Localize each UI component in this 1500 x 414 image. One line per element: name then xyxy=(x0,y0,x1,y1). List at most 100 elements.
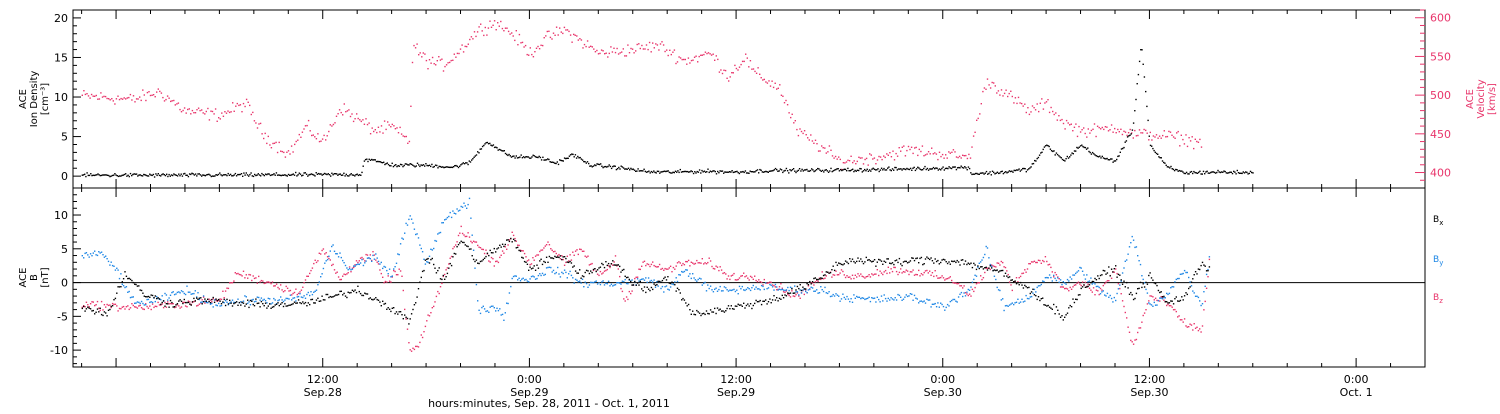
bottom-point-0-223 xyxy=(388,308,391,310)
top-point-1-344 xyxy=(614,51,617,54)
bottom-point-0-277 xyxy=(463,241,465,244)
top-point-0-855 xyxy=(1112,161,1114,163)
top-point-1-621 xyxy=(1044,102,1046,104)
bottom-point-2-647 xyxy=(973,290,975,293)
top-point-1-56 xyxy=(168,97,170,99)
top-point-1-113 xyxy=(256,127,259,129)
bottom-point-2-532 xyxy=(814,281,816,283)
top-point-0-895 xyxy=(1160,157,1162,159)
bottom-point-2-170 xyxy=(315,261,318,264)
top-point-1-640 xyxy=(1073,126,1076,128)
bottom-point-2-563 xyxy=(857,273,859,275)
top-point-0-299 xyxy=(442,166,444,168)
top-point-1-53 xyxy=(163,100,166,102)
bottom-point-0-634 xyxy=(955,261,957,264)
bottom-point-0-739 xyxy=(1099,274,1102,277)
top-point-1-590 xyxy=(996,92,998,94)
bottom-point-0-750 xyxy=(1115,265,1117,267)
bottom-point-1-170 xyxy=(315,289,318,291)
bottom-point-0-591 xyxy=(895,259,898,261)
bottom-point-2-66 xyxy=(172,303,174,305)
bottom-point-1-241 xyxy=(413,228,416,230)
bottom-point-0-177 xyxy=(325,293,327,296)
bottom-point-2-608 xyxy=(919,275,921,277)
top-point-1-48 xyxy=(156,91,158,93)
bottom-point-0-762 xyxy=(1131,294,1133,296)
bottom-point-0-4 xyxy=(87,306,89,308)
bottom-point-1-358 xyxy=(574,278,577,281)
top-point-0-309 xyxy=(454,165,456,167)
top-point-0-444 xyxy=(616,168,619,170)
top-point-0-515 xyxy=(702,171,704,173)
bottom-point-0-670 xyxy=(1004,272,1007,274)
bottom-point-0-266 xyxy=(448,267,450,269)
bottom-point-1-244 xyxy=(417,237,420,239)
top-left-ytick-label-4: 20 xyxy=(54,12,68,25)
top-point-0-630 xyxy=(841,169,843,172)
bottom-point-2-178 xyxy=(326,256,329,258)
bottom-point-2-19 xyxy=(107,304,110,307)
xtick-time-label-4: 12:00 xyxy=(1134,373,1166,386)
bottom-point-1-42 xyxy=(139,302,141,305)
bottom-point-2-147 xyxy=(284,290,286,292)
bottom-point-2-705 xyxy=(1053,276,1055,278)
bottom-point-0-612 xyxy=(924,258,927,260)
top-point-0-860 xyxy=(1118,155,1120,157)
bottom-point-1-118 xyxy=(244,295,246,297)
top-point-0-720 xyxy=(949,167,951,169)
top-point-1-623 xyxy=(1047,99,1049,101)
top-point-0-289 xyxy=(430,165,432,168)
top-point-1-91 xyxy=(222,115,225,117)
bottom-point-0-194 xyxy=(348,292,351,294)
bottom-point-2-154 xyxy=(293,291,296,294)
top-point-1-687 xyxy=(1146,132,1148,134)
top-point-1-55 xyxy=(166,95,169,97)
top-point-0-446 xyxy=(619,168,621,170)
bottom-point-0-654 xyxy=(982,268,985,270)
bottom-point-2-489 xyxy=(755,279,757,282)
top-point-1-400 xyxy=(701,54,703,56)
top-point-1-585 xyxy=(988,84,990,86)
top-point-0-475 xyxy=(654,171,656,174)
top-point-0-365 xyxy=(521,157,524,159)
top-point-0-316 xyxy=(462,162,464,164)
top-point-0-248 xyxy=(380,161,382,164)
bottom-point-0-327 xyxy=(532,267,534,269)
top-point-0-208 xyxy=(332,174,334,176)
bottom-point-2-164 xyxy=(307,275,309,277)
bottom-point-2-85 xyxy=(198,303,201,305)
top-point-0-427 xyxy=(596,163,598,165)
top-point-0-970 xyxy=(1251,171,1253,174)
top-point-0-359 xyxy=(514,157,516,159)
bottom-point-0-694 xyxy=(1037,296,1040,298)
bottom-point-1-639 xyxy=(962,295,964,298)
top-point-0-626 xyxy=(836,168,838,170)
bottom-point-1-368 xyxy=(588,284,591,286)
bottom-point-1-743 xyxy=(1105,295,1107,297)
top-point-0-288 xyxy=(428,164,431,166)
bottom-point-0-713 xyxy=(1064,316,1066,318)
bottom-point-0-699 xyxy=(1044,304,1047,306)
bottom-point-2-188 xyxy=(340,278,342,281)
bottom-point-0-172 xyxy=(318,300,320,302)
bottom-point-2-270 xyxy=(453,246,455,248)
bottom-point-1-364 xyxy=(583,286,585,288)
top-point-0-237 xyxy=(367,160,369,163)
top-point-1-479 xyxy=(824,147,826,149)
bottom-point-2-719 xyxy=(1072,286,1074,288)
top-point-0-466 xyxy=(643,168,645,170)
bottom-point-2-457 xyxy=(711,265,713,268)
bottom-point-0-748 xyxy=(1112,271,1114,273)
top-point-1-318 xyxy=(574,34,576,36)
top-point-1-272 xyxy=(503,30,505,32)
bottom-point-1-469 xyxy=(727,290,730,292)
bottom-point-2-533 xyxy=(816,279,818,282)
bottom-point-2-447 xyxy=(697,262,699,264)
top-point-1-667 xyxy=(1115,132,1117,134)
bottom-point-0-142 xyxy=(277,302,279,304)
top-point-0-599 xyxy=(803,169,806,171)
top-point-1-86 xyxy=(214,108,217,110)
bottom-point-1-321 xyxy=(523,279,526,281)
top-point-0-99 xyxy=(201,175,203,177)
top-point-1-95 xyxy=(228,111,231,114)
